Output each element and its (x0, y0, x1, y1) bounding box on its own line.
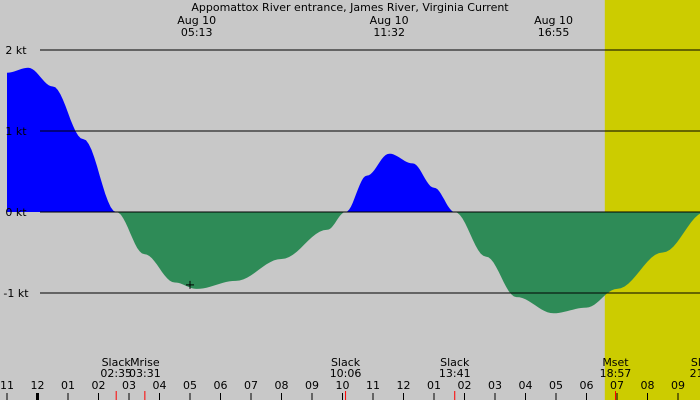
current-area-layer (7, 67, 700, 314)
hour-label-7: 06 (214, 379, 228, 392)
y-axis-labels: 2 kt 1 kt 0 kt -1 kt (3, 44, 29, 300)
event-time-2: 11:32 (373, 26, 405, 39)
hour-label-1: 12 (31, 379, 45, 392)
hour-label-3: 02 (92, 379, 106, 392)
event-date-2: Aug 10 (370, 14, 409, 27)
bottom-event-name-5: Slack (691, 356, 700, 369)
bottom-event-name-4: Mset (602, 356, 629, 369)
hour-label-0: 11 (0, 379, 14, 392)
daylight-band (604, 0, 700, 400)
y-tick-label-3: -1 kt (3, 287, 29, 300)
hour-label-6: 05 (183, 379, 197, 392)
hour-tick-labels: 11 12 01 02 03 04 05 06 07 08 09 10 11 12 01 02 03 04 05 06… (0, 379, 685, 400)
ebb-area-3 (454, 212, 700, 314)
y-tick-label-2: 0 kt (5, 206, 27, 219)
hour-label-19: 06 (580, 379, 594, 392)
bottom-event-labels: Slack02:35Mrise03:31Slack10:06Slack13:41… (100, 356, 700, 400)
bottom-event-time-0: 02:35 (100, 367, 132, 380)
hour-label-22: 09 (671, 379, 685, 392)
hour-label-11: 10 (336, 379, 350, 392)
hour-label-16: 03 (488, 379, 502, 392)
event-time-1: 05:13 (181, 26, 213, 39)
hour-label-15: 02 (458, 379, 472, 392)
hour-label-9: 08 (275, 379, 289, 392)
bottom-event-name-1: Mrise (130, 356, 160, 369)
hour-label-4: 03 (122, 379, 136, 392)
bottom-event-time-1: 03:31 (129, 367, 161, 380)
hour-label-18: 05 (549, 379, 563, 392)
event-date-1: Aug 10 (177, 14, 216, 27)
event-time-3: 16:55 (538, 26, 570, 39)
bottom-event-name-0: Slack (102, 356, 132, 369)
hour-label-2: 01 (61, 379, 75, 392)
hour-label-12: 11 (366, 379, 380, 392)
bottom-event-time-4: 18:57 (600, 367, 632, 380)
y-tick-label-0: 2 kt (5, 44, 27, 57)
current-time-marker (186, 280, 194, 289)
hour-label-21: 08 (641, 379, 655, 392)
hour-label-13: 12 (397, 379, 411, 392)
hour-label-10: 09 (305, 379, 319, 392)
y-tick-label-1: 1 kt (5, 125, 27, 138)
hour-label-20: 07 (610, 379, 624, 392)
bottom-event-name-3: Slack (440, 356, 470, 369)
bottom-event-time-5: 21:54 (690, 367, 700, 380)
chart-title: Appomattox River entrance, James River, … (191, 1, 509, 14)
gridline-layer (40, 49, 700, 294)
bottom-event-name-2: Slack (331, 356, 361, 369)
hour-label-14: 01 (427, 379, 441, 392)
bottom-event-time-3: 13:41 (439, 367, 471, 380)
flood-area-2 (345, 153, 455, 212)
bottom-event-time-2: 10:06 (330, 367, 362, 380)
ebb-area-1 (116, 212, 346, 289)
flood-area-0 (7, 67, 117, 212)
hour-label-5: 04 (153, 379, 167, 392)
hour-label-17: 04 (519, 379, 533, 392)
hour-label-8: 07 (244, 379, 258, 392)
event-date-3: Aug 10 (534, 14, 573, 27)
